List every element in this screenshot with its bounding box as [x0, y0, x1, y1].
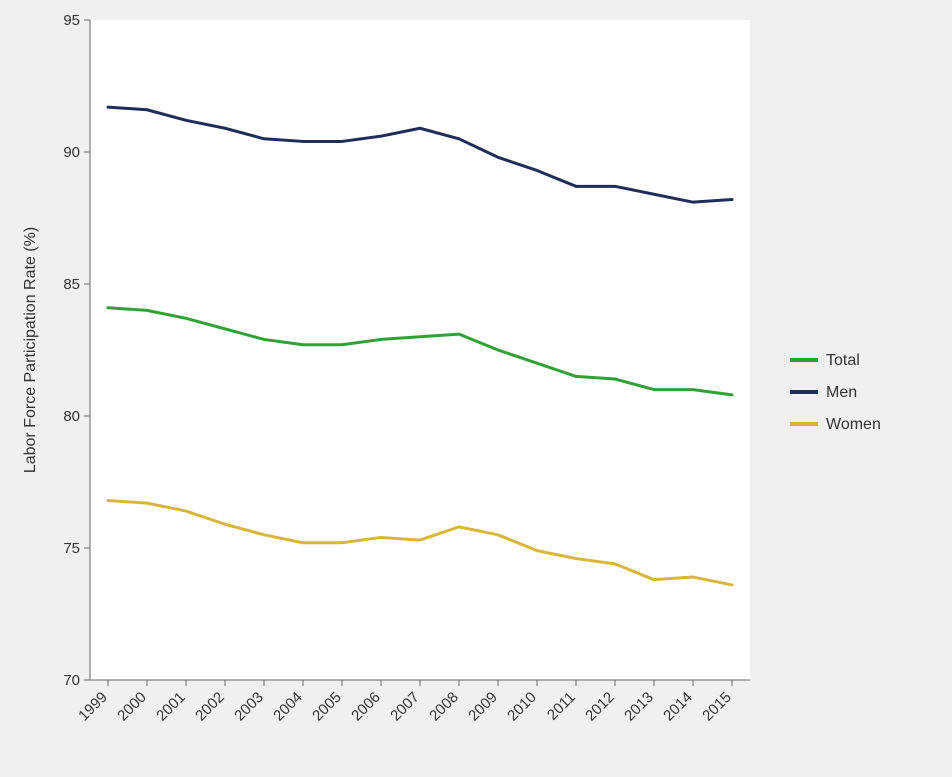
y-axis-title: Labor Force Participation Rate (%) [22, 227, 39, 473]
y-tick-label: 70 [63, 672, 80, 689]
y-tick-label: 95 [63, 12, 80, 29]
y-tick-label: 85 [63, 276, 80, 293]
legend-label-total: Total [826, 352, 860, 369]
y-tick-label: 90 [63, 144, 80, 161]
y-tick-label: 75 [63, 540, 80, 557]
y-tick-label: 80 [63, 408, 80, 425]
chart-svg: 70 75 80 85 90 95 Labor Force Participation Ra… [0, 0, 952, 777]
legend-label-men: Men [826, 384, 857, 401]
legend-label-women: Women [826, 416, 881, 433]
labor-force-chart: 70 75 80 85 90 95 Labor Force Participation Ra… [0, 0, 952, 777]
plot-area [90, 20, 750, 680]
